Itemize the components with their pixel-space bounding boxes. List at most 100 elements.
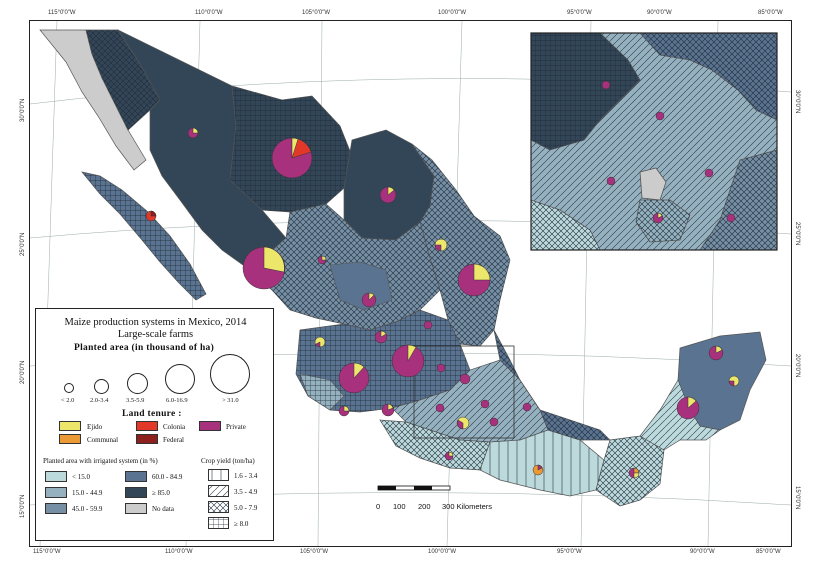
colonia-swatch: [136, 421, 158, 431]
pie-chart: [314, 336, 326, 348]
longitude-label: 110°0'0"W: [195, 10, 223, 16]
pie-chart: [436, 363, 446, 373]
yield-title: Crop yield (ton/ha): [201, 457, 255, 465]
pie-chart: [435, 403, 445, 413]
pie-chart: [628, 467, 640, 479]
pie-symbols: [145, 80, 740, 479]
pie-chart: [459, 373, 471, 385]
pie-chart: [374, 330, 388, 344]
tenure-label: Communal: [87, 436, 119, 444]
scale-label: 300 Kilometers: [442, 502, 493, 511]
pie-chart: [489, 417, 499, 427]
pie-chart: [434, 238, 448, 252]
pie-chart: [338, 405, 350, 417]
pie-chart: [187, 127, 199, 139]
irrigation-label: 15.0 - 44.9: [72, 489, 103, 497]
pie-chart: [601, 80, 611, 90]
pie-chart: [338, 362, 370, 394]
pie-chart: [522, 402, 532, 412]
communal-swatch: [59, 434, 81, 444]
pie-chart: [379, 186, 397, 204]
tenure-label: Colonia: [163, 423, 186, 431]
ejido-swatch: [59, 421, 81, 431]
pie-chart: [532, 464, 544, 476]
latitude-label: 25°0'0"N: [794, 222, 800, 246]
irrigation-swatch: [45, 487, 67, 498]
pie-chart: [456, 416, 470, 430]
longitude-label: 85°0'0"W: [756, 549, 781, 555]
pie-chart: [480, 399, 490, 409]
latitude-label: 30°0'0"N: [20, 98, 26, 122]
longitude-label: 95°0'0"W: [557, 549, 582, 555]
inset-extent-box: [413, 345, 515, 439]
irrigation-swatch: [45, 503, 67, 514]
scale-label: 200: [418, 502, 431, 511]
longitude-label: 115°0'0"W: [48, 10, 76, 16]
federal-swatch: [136, 434, 158, 444]
longitude-label: 85°0'0"W: [758, 10, 783, 16]
size-circle: [165, 364, 195, 394]
pie-chart: [728, 375, 740, 387]
size-class-label: 3.5-5.9: [126, 397, 145, 404]
pie-chart: [676, 396, 700, 420]
pie-chart: [704, 168, 714, 178]
pie-chart: [655, 111, 665, 121]
irrigation-label: 45.0 - 59.9: [72, 505, 103, 513]
scale-label: 100: [393, 502, 406, 511]
longitude-label: 90°0'0"W: [647, 10, 672, 16]
pie-chart: [726, 213, 736, 223]
central-north-states: [249, 203, 441, 331]
irrigation-label: ≥ 85.0: [152, 489, 170, 497]
irrigation-swatch: [125, 487, 147, 498]
legend-subtitle: Large-scale farms: [117, 329, 194, 340]
longitude-label: 100°0'0"W: [428, 549, 457, 555]
size-circle: [94, 379, 109, 394]
pie-chart: [652, 212, 664, 224]
latitude-label: 30°0'0"N: [794, 90, 800, 114]
scale-bar: [377, 485, 451, 491]
legend-title: Maize production systems in Mexico, 2014: [64, 317, 247, 328]
longitude-label: 115°0'0"W: [33, 549, 61, 555]
pie-chart: [361, 292, 377, 308]
latitude-label: 15°0'0"N: [794, 486, 800, 510]
irrigation-label: No data: [152, 505, 174, 513]
irrigation-swatch: [45, 471, 67, 482]
tenure-label: Ejido: [87, 423, 103, 431]
size-class-label: > 31.0: [222, 397, 239, 404]
latitude-label: 25°0'0"N: [20, 232, 26, 256]
yield-label: 3.5 - 4.9: [234, 488, 258, 496]
pie-chart: [381, 403, 395, 417]
pie-chart: [391, 344, 425, 378]
scale-label: 0: [376, 502, 381, 511]
latitude-label: 20°0'0"N: [794, 354, 800, 378]
yield-label: 1.6 - 3.4: [234, 472, 258, 480]
irrigation-title: Planted area with irrigated system (in %…: [43, 457, 158, 465]
yield-swatches: [208, 469, 229, 529]
yield-label: ≥ 8.0: [234, 520, 249, 528]
latitude-label: 15°0'0"N: [20, 494, 26, 518]
longitude-label: 90°0'0"W: [690, 549, 715, 555]
tenure-label: Federal: [163, 436, 184, 444]
private-swatch: [199, 421, 221, 431]
pie-chart: [606, 176, 616, 186]
pie-chart: [444, 451, 454, 461]
longitude-label: 95°0'0"W: [567, 10, 592, 16]
size-class-label: < 2.0: [61, 397, 75, 404]
pie-chart: [423, 320, 433, 330]
map-legend: Maize production systems in Mexico, 2014…: [35, 308, 274, 541]
yield-label: 5.0 - 7.9: [234, 504, 258, 512]
longitude-label: 100°0'0"W: [438, 10, 467, 16]
size-class-label: 2.0-3.4: [90, 397, 109, 404]
tenure-label: Private: [226, 423, 246, 431]
size-class-label: 6.0-16.9: [166, 397, 188, 404]
western-central-states: [295, 309, 471, 413]
irrigation-swatch: [125, 471, 147, 482]
land-tenure-title: Land tenure :: [122, 409, 182, 419]
pie-chart: [708, 345, 724, 361]
irrigation-label: 60.0 - 84.9: [152, 473, 183, 481]
oaxaca: [479, 429, 605, 497]
irrigation-swatch: [125, 503, 147, 514]
size-circle: [64, 383, 74, 393]
south-central-states: [379, 359, 549, 471]
